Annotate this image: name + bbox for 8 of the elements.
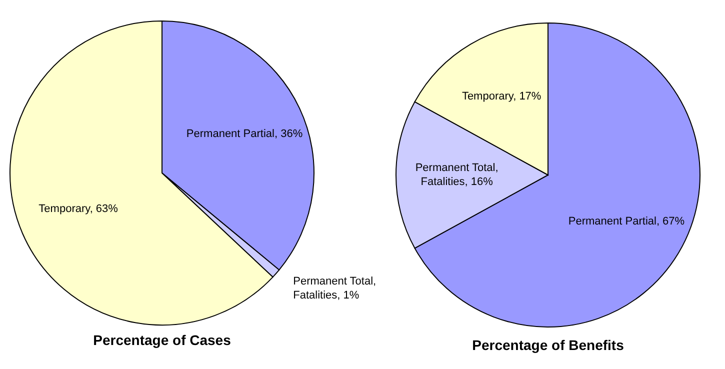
slice-label: Permanent Total, Fatalities, 1% <box>293 276 376 302</box>
slice-label: Permanent Partial, 67% <box>568 215 685 228</box>
slice-label: Temporary, 63% <box>38 203 118 216</box>
text: Percentage of Benefits <box>472 337 624 353</box>
text: Percentage of Cases <box>93 332 232 348</box>
slice-label: Permanent Total, Fatalities, 16% <box>415 162 498 188</box>
slice-label: Temporary, 17% <box>462 90 542 102</box>
slice-label: Permanent Partial, 36% <box>186 128 303 140</box>
